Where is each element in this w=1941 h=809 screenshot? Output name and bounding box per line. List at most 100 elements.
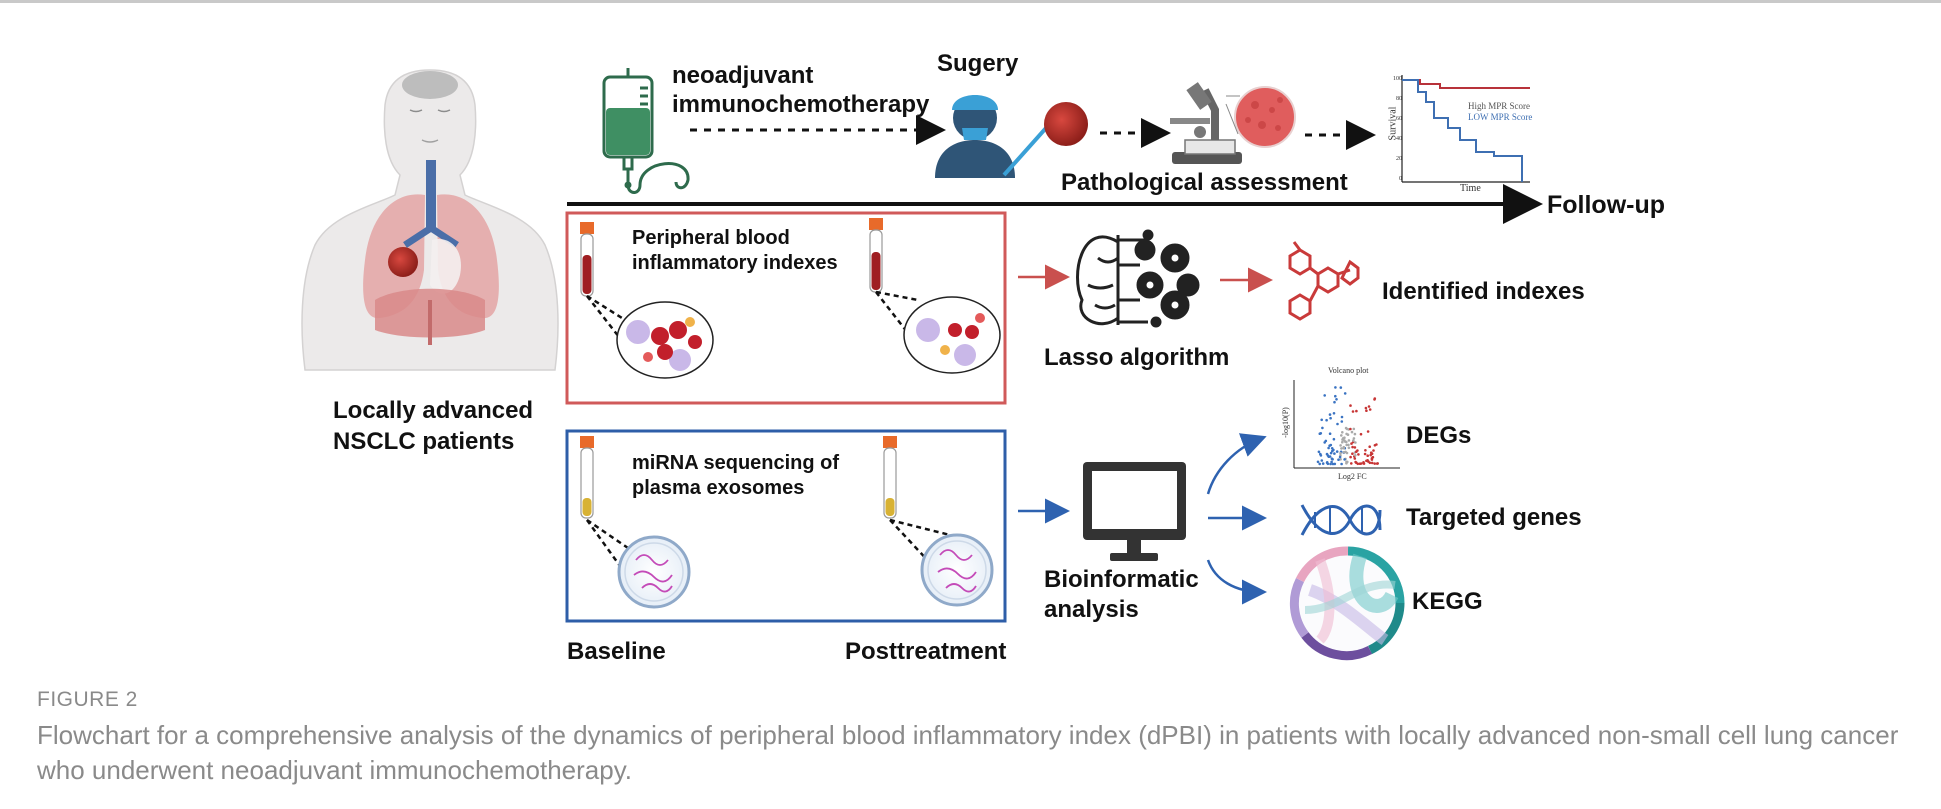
survival-legend-low: LOW MPR Score [1468, 112, 1533, 122]
microscope-icon [1170, 82, 1242, 164]
volcano-point [1334, 394, 1337, 398]
volcano-point [1355, 409, 1358, 413]
blood-tube-posttreatment-icon [869, 218, 1001, 374]
volcano-point [1352, 439, 1355, 442]
volcano-title: Volcano plot [1328, 366, 1369, 375]
label-follow-up: Follow-up [1547, 191, 1666, 219]
plasma-tube-posttreatment-icon [883, 436, 994, 607]
label-mirna-line1: miRNA sequencing of [632, 452, 840, 474]
volcano-point [1340, 447, 1343, 450]
label-baseline: Baseline [567, 638, 666, 665]
volcano-point [1339, 444, 1342, 447]
iv-bag-icon [602, 68, 690, 194]
volcano-point [1319, 454, 1323, 457]
volcano-point [1325, 452, 1329, 456]
volcano-point [1320, 418, 1323, 422]
mirna-sequencing-box [565, 429, 1007, 623]
volcano-point [1335, 450, 1339, 453]
volcano-point [1340, 420, 1344, 423]
volcano-point [1372, 449, 1375, 452]
survival-plot [1401, 75, 1530, 183]
survival-ytick: 20 [1396, 156, 1402, 162]
plasma-tube-baseline-icon [580, 436, 691, 609]
volcano-point [1353, 432, 1357, 436]
volcano-point [1317, 450, 1321, 454]
volcano-point [1354, 454, 1357, 457]
survival-curve-low [1402, 79, 1523, 182]
volcano-point [1331, 449, 1334, 453]
inflammatory-index-box [565, 211, 1007, 405]
volcano-point [1373, 444, 1377, 447]
label-pbi-line2: inflammatory indexes [632, 252, 838, 274]
label-pathological-assessment: Pathological assessment [1061, 169, 1348, 196]
volcano-point [1373, 462, 1376, 465]
label-lasso-algorithm: Lasso algorithm [1044, 344, 1230, 371]
volcano-point [1329, 451, 1333, 455]
volcano-point [1364, 406, 1368, 410]
volcano-point [1368, 461, 1372, 465]
volcano-point [1349, 404, 1352, 407]
volcano-point [1350, 430, 1354, 434]
survival-ytick: 100 [1393, 76, 1402, 82]
volcano-point [1363, 452, 1367, 456]
label-analysis: analysis [1044, 596, 1139, 623]
volcano-point [1370, 461, 1374, 465]
lung-tumor-icon [388, 247, 418, 277]
volcano-point [1351, 445, 1354, 449]
label-pbi-line1: Peripheral blood [632, 227, 790, 249]
volcano-point [1370, 452, 1374, 456]
volcano-point [1354, 460, 1357, 464]
volcano-point [1365, 459, 1368, 463]
label-patients-line2: NSCLC patients [333, 428, 515, 455]
volcano-point [1329, 462, 1332, 466]
volcano-point [1321, 462, 1325, 465]
figure-caption: Flowchart for a comprehensive analysis o… [37, 720, 1899, 785]
volcano-point [1327, 455, 1331, 459]
volcano-point [1329, 416, 1332, 420]
volcano-point [1333, 452, 1336, 455]
volcano-point [1357, 453, 1360, 456]
volcano-ylabel: -log10(P) [1280, 407, 1290, 438]
label-bioinformatic: Bioinformatic [1044, 566, 1199, 593]
volcano-point [1341, 431, 1344, 434]
volcano-point [1371, 455, 1375, 459]
volcano-point [1340, 434, 1343, 437]
figure-label: FIGURE 2 [37, 688, 138, 711]
volcano-point [1354, 441, 1357, 444]
volcano-point [1339, 386, 1343, 389]
label-surgery: Sugery [937, 50, 1019, 77]
volcano-point [1352, 437, 1356, 440]
patient-body-illustration [301, 69, 559, 371]
blood-tube-baseline-icon [580, 222, 714, 379]
volcano-point [1338, 455, 1342, 459]
volcano-point [1355, 450, 1358, 454]
survival-ytick: 60 [1396, 116, 1402, 122]
volcano-point [1329, 443, 1333, 447]
top-rule [0, 0, 1941, 3]
arrow-to-degs [1206, 433, 1267, 495]
volcano-point [1365, 409, 1368, 413]
volcano-point [1347, 439, 1351, 442]
volcano-point [1340, 415, 1344, 419]
volcano-point [1330, 457, 1334, 461]
resected-tumor-icon [1044, 102, 1088, 146]
volcano-point [1351, 410, 1355, 413]
volcano-point [1352, 427, 1356, 431]
volcano-point [1368, 445, 1371, 449]
brain-gears-icon [1076, 229, 1200, 328]
volcano-point [1342, 450, 1346, 454]
arrow-to-kegg [1206, 559, 1267, 605]
volcano-point [1333, 462, 1337, 466]
volcano-point [1360, 462, 1363, 465]
volcano-xlabel: Log2 FC [1338, 472, 1367, 481]
dna-helix-icon [1300, 504, 1382, 536]
volcano-point [1334, 386, 1337, 389]
volcano-point [1353, 446, 1357, 449]
volcano-point [1347, 443, 1350, 447]
label-patients-line1: Locally advanced [333, 397, 534, 424]
volcano-point [1318, 432, 1322, 436]
label-posttreatment: Posttreatment [845, 638, 1007, 665]
volcano-point [1330, 460, 1333, 464]
volcano-point [1370, 458, 1374, 461]
volcano-point [1332, 412, 1336, 415]
